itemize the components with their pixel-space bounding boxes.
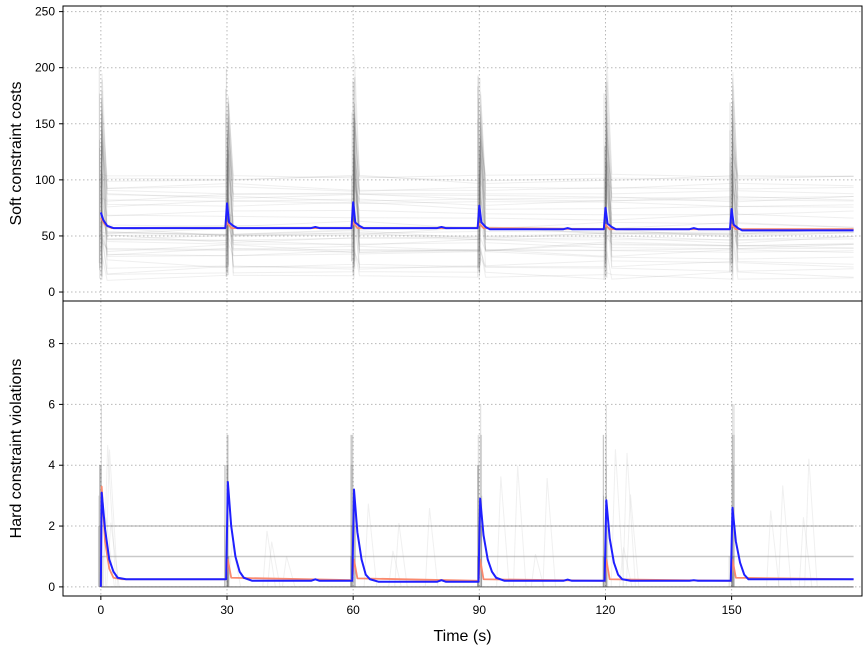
ensemble-trace	[388, 550, 402, 587]
y-tick-label: 150	[35, 117, 55, 131]
ensemble-trace	[100, 73, 854, 202]
ensemble-trace	[394, 522, 408, 587]
series-line	[99, 201, 854, 232]
ensemble-trace	[100, 157, 854, 260]
x-tick-label: 30	[220, 603, 234, 617]
x-tick-label: 150	[722, 603, 742, 617]
ensemble-trace	[266, 541, 281, 587]
ensemble-trace	[100, 118, 854, 241]
ensemble-trace	[100, 112, 854, 239]
ensemble-trace	[804, 458, 818, 587]
ensemble-trace	[100, 131, 854, 253]
ensemble-trace	[798, 517, 813, 587]
ensemble-trace	[102, 444, 117, 587]
ensemble-trace	[100, 173, 854, 280]
y-axis-title-hard: Hard constraint violations	[8, 359, 25, 539]
series-line	[99, 480, 854, 587]
plot-area: 0 50 100 150 200 250 0 2 4 6 8 0 30 60 90 120 150	[35, 5, 863, 617]
ensemble-trace	[766, 510, 780, 587]
ensemble-trace	[100, 111, 854, 235]
y-tick-label: 250	[35, 5, 55, 19]
ensemble-trace	[530, 553, 545, 588]
ensemble-trace	[100, 152, 854, 250]
ensemble-trace	[100, 136, 854, 241]
panel-hard: 0 2 4 6 8	[48, 300, 863, 597]
ensemble-trace	[100, 101, 854, 217]
ensemble-trace	[100, 194, 854, 275]
y-tick-label: 2	[48, 519, 55, 533]
ensemble-trace	[100, 89, 854, 203]
x-tick-label: 60	[346, 603, 360, 617]
ensemble-trace	[100, 142, 854, 247]
panel-frame	[62, 5, 863, 302]
ensemble-trace	[100, 171, 854, 244]
ensemble-trace	[100, 113, 854, 202]
ensemble-trace	[100, 85, 854, 192]
ensemble-trace	[610, 449, 625, 587]
x-tick-label: 120	[595, 603, 615, 617]
ensemble-trace	[262, 530, 276, 587]
ensemble-trace	[100, 140, 854, 257]
ensemble-trace	[618, 547, 633, 587]
ensemble-trace	[100, 54, 854, 184]
y-tick-label: 6	[48, 397, 55, 411]
ensemble-trace	[100, 71, 854, 195]
ensemble-trace	[363, 503, 378, 587]
ensemble-trace	[100, 125, 854, 252]
y-tick-label: 50	[42, 229, 56, 243]
y-tick-label: 4	[48, 458, 55, 472]
ensemble-trace	[281, 556, 296, 588]
ensemble-trace	[100, 132, 854, 256]
y-tick-label: 8	[48, 337, 55, 351]
panel-traces	[98, 51, 854, 281]
x-axis-title: Time (s)	[433, 628, 491, 645]
ensemble-trace	[496, 476, 510, 587]
y-axis-title-soft: Soft constraint costs	[8, 81, 25, 225]
ensemble-trace	[100, 51, 854, 179]
y-tick-label: 200	[35, 61, 55, 75]
ensemble-trace	[512, 465, 527, 587]
ensemble-trace	[100, 145, 854, 270]
ensemble-trace	[100, 171, 854, 269]
panel-frame	[62, 300, 863, 597]
ensemble-trace	[100, 114, 854, 234]
y-tick-label: 100	[35, 173, 55, 187]
x-tick-label: 0	[98, 603, 105, 617]
ensemble-trace	[100, 118, 854, 210]
panel-traces	[97, 404, 854, 588]
ensemble-trace	[424, 508, 439, 587]
y-tick-label: 0	[48, 285, 55, 299]
ensemble-trace	[100, 119, 854, 236]
ensemble-trace	[100, 145, 854, 252]
ensemble-trace	[777, 485, 792, 587]
ensemble-trace	[100, 174, 854, 281]
ensemble-trace	[100, 136, 854, 221]
x-tick-label: 90	[473, 603, 487, 617]
ensemble-trace	[625, 494, 640, 587]
ensemble-trace	[100, 97, 854, 191]
y-tick-label: 0	[48, 580, 55, 594]
ensemble-trace	[622, 452, 636, 587]
ensemble-trace	[100, 149, 854, 230]
ensemble-trace	[100, 73, 854, 182]
panel-soft: 0 50 100 150 200 250	[35, 5, 863, 302]
ensemble-trace	[100, 129, 854, 206]
ensemble-trace	[100, 108, 854, 208]
ensemble-trace	[542, 477, 557, 587]
